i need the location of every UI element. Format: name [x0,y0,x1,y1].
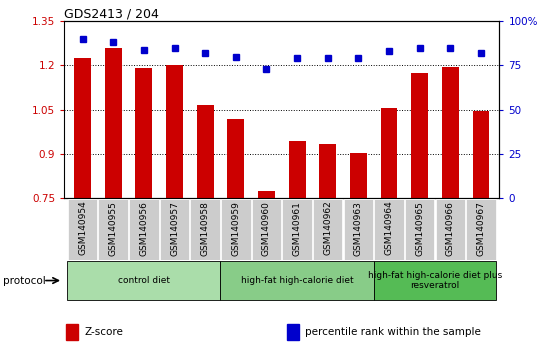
Bar [442,67,459,198]
Bar [473,111,489,198]
Bar [197,105,214,198]
FancyBboxPatch shape [313,199,343,259]
FancyBboxPatch shape [374,199,404,259]
Text: control diet: control diet [118,276,170,285]
Text: high-fat high-calorie diet plus
resveratrol: high-fat high-calorie diet plus resverat… [368,271,502,290]
FancyBboxPatch shape [344,199,373,259]
Bar [66,324,78,340]
Text: GSM140963: GSM140963 [354,201,363,256]
Text: GSM140967: GSM140967 [477,201,485,256]
Text: GSM140965: GSM140965 [415,201,424,256]
Bar [258,191,275,198]
Text: GDS2413 / 204: GDS2413 / 204 [64,7,159,20]
Text: GSM140955: GSM140955 [109,201,118,256]
FancyBboxPatch shape [405,199,435,259]
FancyBboxPatch shape [99,199,128,259]
Text: high-fat high-calorie diet: high-fat high-calorie diet [241,276,353,285]
Text: GSM140960: GSM140960 [262,201,271,256]
Bar [350,153,367,198]
Text: GSM140954: GSM140954 [78,201,87,256]
Text: GSM140959: GSM140959 [232,201,240,256]
Bar [287,324,299,340]
FancyBboxPatch shape [436,199,465,259]
FancyBboxPatch shape [220,261,374,300]
Text: percentile rank within the sample: percentile rank within the sample [305,327,481,337]
Bar [411,73,428,198]
Text: protocol: protocol [3,275,46,286]
Text: GSM140966: GSM140966 [446,201,455,256]
Text: Z-score: Z-score [84,327,123,337]
Text: GSM140961: GSM140961 [292,201,302,256]
Bar [74,58,91,198]
Bar [381,108,397,198]
Bar [105,48,122,198]
FancyBboxPatch shape [466,199,496,259]
Bar [288,141,306,198]
FancyBboxPatch shape [190,199,220,259]
FancyBboxPatch shape [68,199,97,259]
Text: GSM140956: GSM140956 [140,201,148,256]
FancyBboxPatch shape [252,199,281,259]
FancyBboxPatch shape [221,199,251,259]
Bar [136,68,152,198]
Bar [228,119,244,198]
FancyBboxPatch shape [160,199,189,259]
FancyBboxPatch shape [129,199,158,259]
Text: GSM140962: GSM140962 [323,201,332,256]
Text: GSM140957: GSM140957 [170,201,179,256]
FancyBboxPatch shape [67,261,220,300]
Bar [319,144,336,198]
Text: GSM140958: GSM140958 [201,201,210,256]
FancyBboxPatch shape [374,261,497,300]
Text: GSM140964: GSM140964 [384,201,393,256]
FancyBboxPatch shape [282,199,312,259]
Bar [166,65,183,198]
